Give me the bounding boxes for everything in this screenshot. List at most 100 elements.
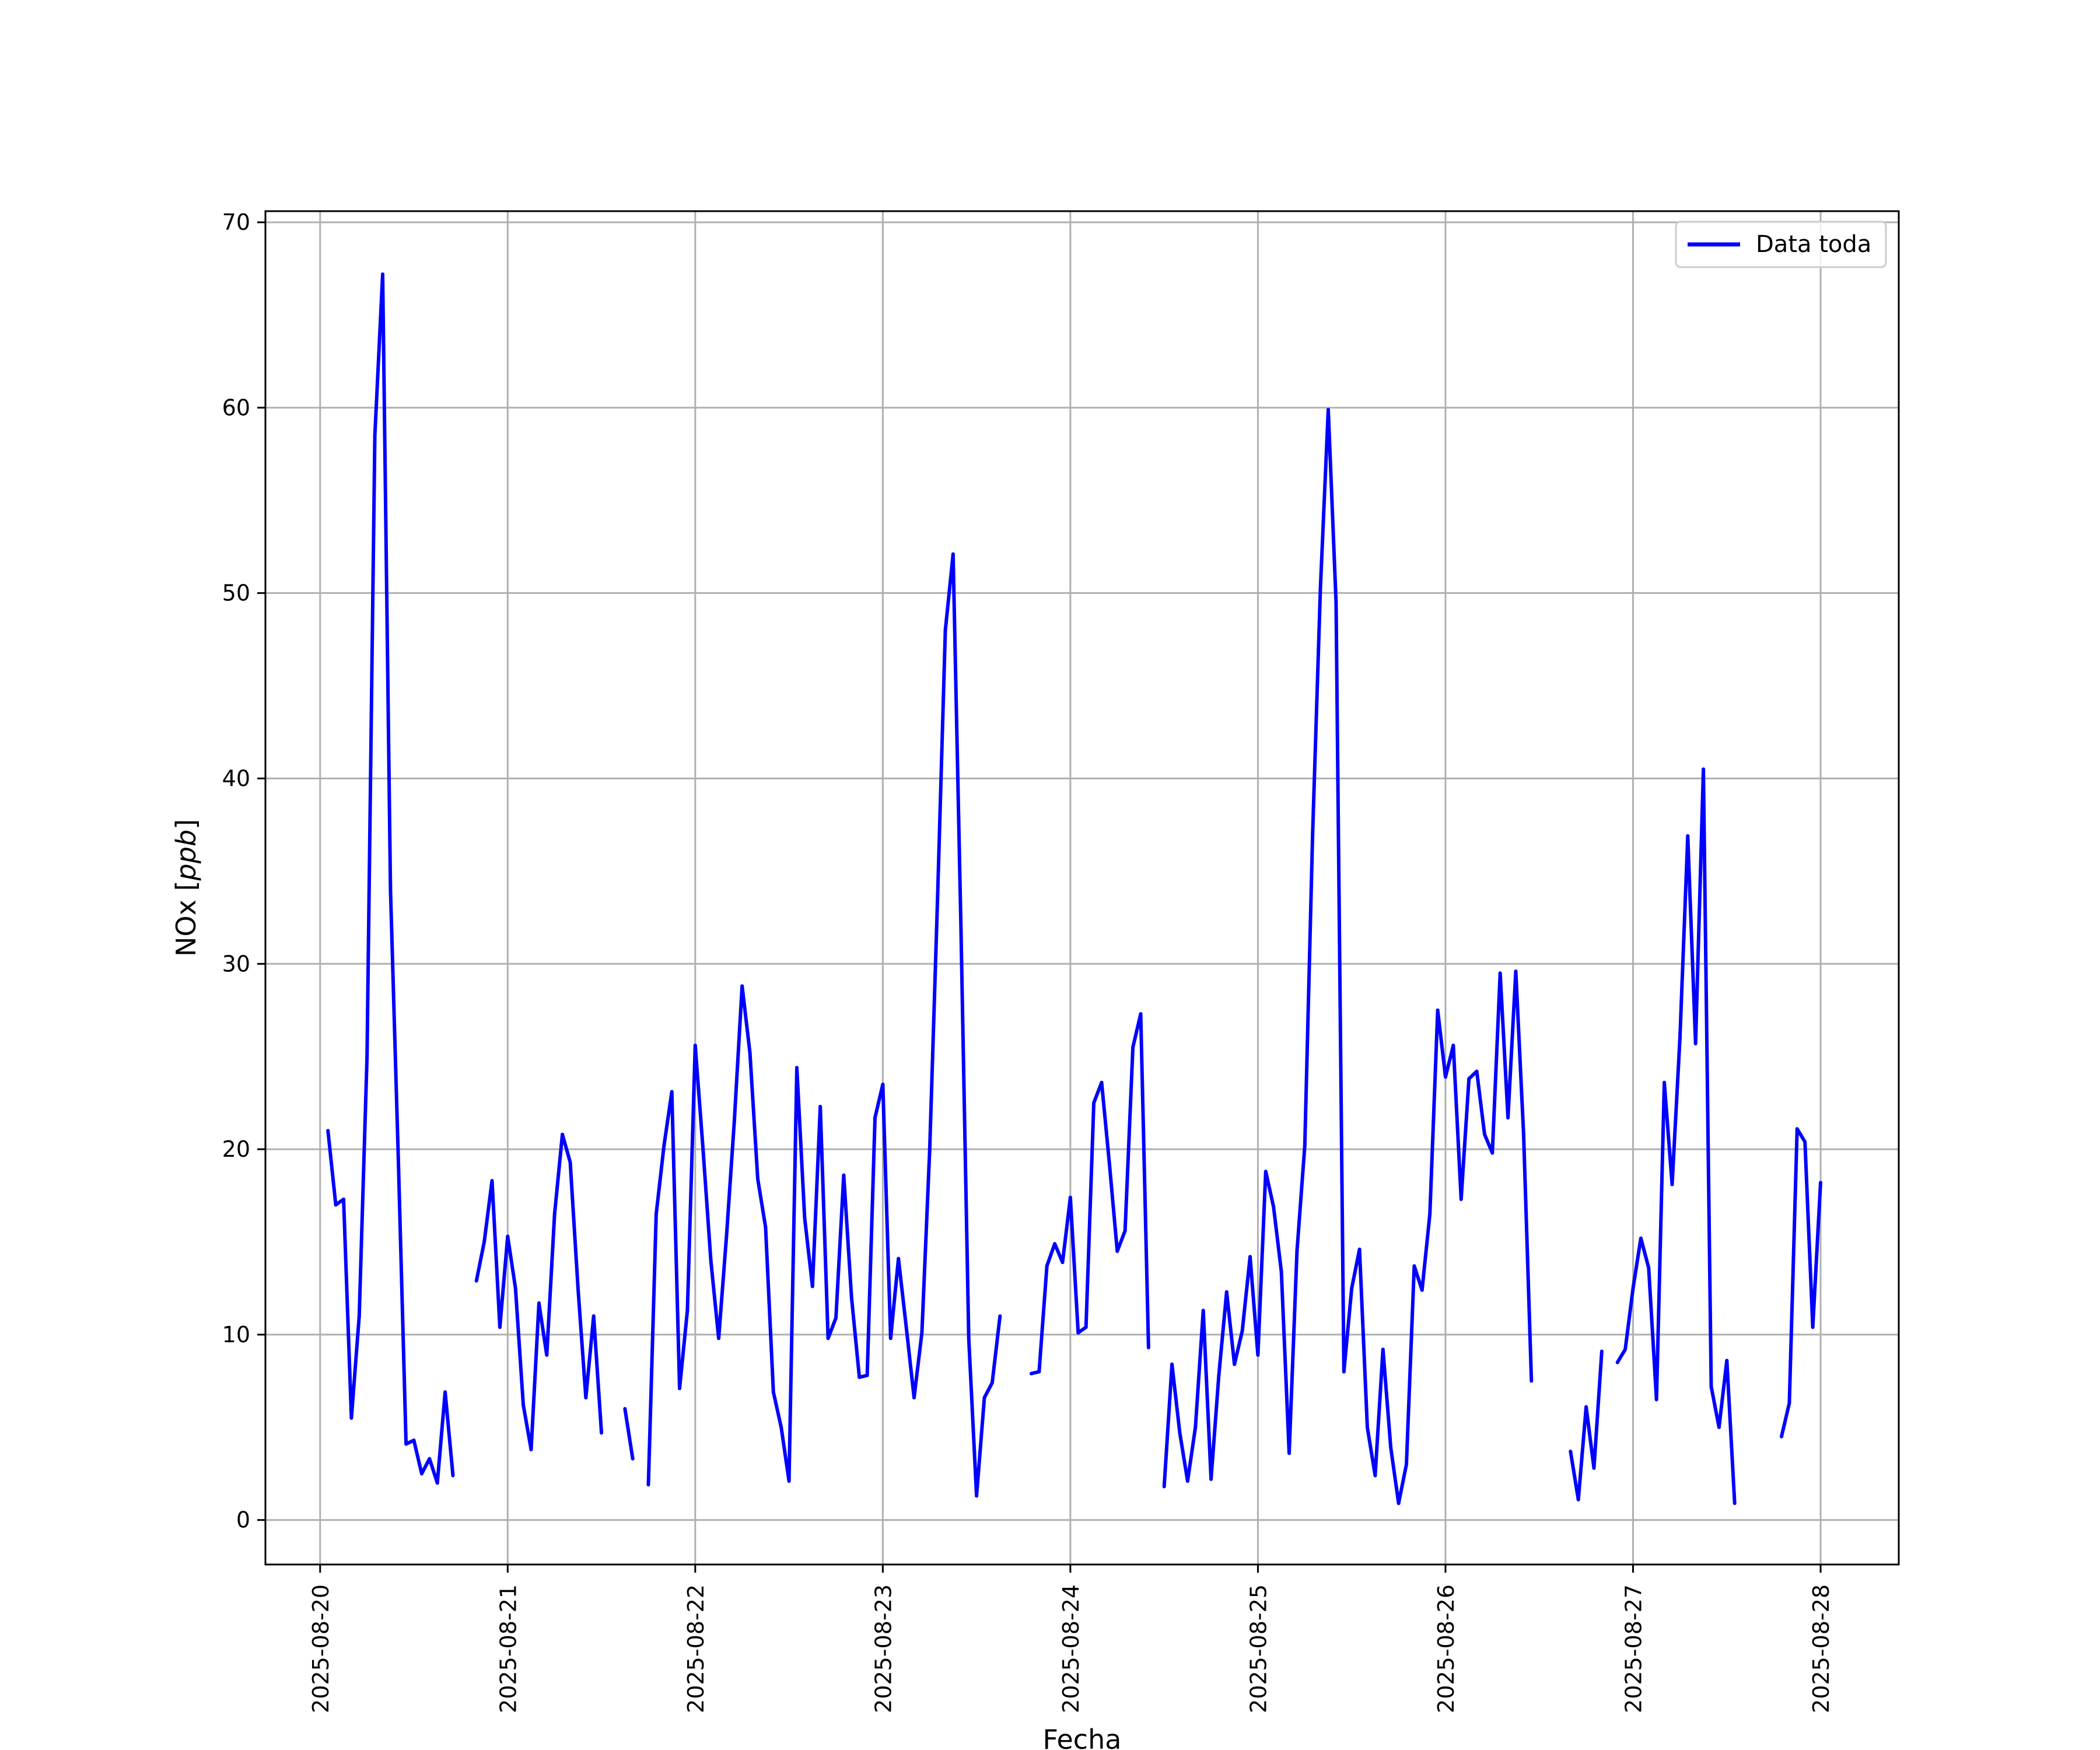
data-point	[1209, 1477, 1213, 1481]
data-point	[1092, 1101, 1096, 1105]
plot-frame	[264, 210, 1900, 1566]
data-point	[724, 1234, 729, 1238]
data-point	[842, 1173, 846, 1177]
data-point	[326, 1129, 330, 1133]
data-point	[1396, 1502, 1401, 1506]
data-point	[1412, 1264, 1416, 1268]
data-point	[1678, 1036, 1682, 1040]
data-point	[1326, 408, 1330, 412]
data-point	[858, 1376, 862, 1379]
y-axis-label: NOx [ppb]	[170, 819, 202, 957]
data-point	[623, 1407, 627, 1410]
data-point	[1795, 1127, 1799, 1131]
data-point	[1686, 834, 1690, 838]
data-point	[1123, 1228, 1127, 1233]
data-point	[1490, 1151, 1494, 1155]
data-point	[1631, 1286, 1635, 1290]
data-point	[1600, 1349, 1604, 1353]
data-point	[897, 1256, 901, 1261]
data-point	[1233, 1362, 1237, 1366]
y-axis-label-text: NOx [	[170, 881, 202, 957]
data-point	[1592, 1466, 1596, 1470]
y-tick-label: 60	[222, 395, 250, 421]
data-point	[795, 1066, 799, 1070]
y-axis-label-unit: ppb	[170, 830, 202, 881]
data-point	[967, 1336, 971, 1340]
y-tick-label: 10	[222, 1322, 250, 1348]
data-point	[975, 1494, 979, 1498]
data-point	[959, 925, 963, 929]
data-point	[631, 1457, 635, 1461]
data-point	[342, 1197, 345, 1201]
series-line-segment	[646, 552, 1002, 1498]
data-point	[1060, 1261, 1065, 1264]
series-line-segment	[623, 1408, 635, 1460]
data-point	[1194, 1425, 1198, 1429]
data-point	[513, 1286, 517, 1290]
data-point	[419, 1472, 424, 1476]
data-point	[396, 1157, 400, 1160]
legend-label-data-toda: Data toda	[1756, 231, 1871, 258]
data-point	[522, 1403, 526, 1407]
data-point	[1311, 832, 1315, 836]
x-tick-label: 2025-08-23	[870, 1584, 896, 1713]
data-point	[1224, 1290, 1228, 1294]
data-point	[537, 1301, 541, 1305]
data-point	[1107, 1162, 1111, 1166]
data-point	[1717, 1425, 1721, 1429]
x-tick-label: 2025-08-28	[1808, 1584, 1834, 1713]
x-axis-label: Fecha	[1043, 1724, 1122, 1750]
data-point	[732, 1119, 736, 1124]
series-line-segment	[1031, 1012, 1150, 1376]
data-point	[561, 1132, 565, 1136]
data-point	[592, 1314, 596, 1318]
data-point	[443, 1390, 447, 1394]
data-point	[412, 1438, 416, 1443]
data-point	[584, 1396, 588, 1399]
data-point	[1185, 1479, 1189, 1483]
data-point	[717, 1336, 720, 1340]
data-point	[568, 1160, 572, 1164]
data-point	[1170, 1362, 1174, 1366]
data-point	[881, 1082, 885, 1086]
data-point	[865, 1373, 869, 1377]
data-point	[498, 1325, 502, 1329]
data-point	[1318, 586, 1322, 590]
data-point	[1654, 1398, 1658, 1402]
data-point	[1702, 767, 1706, 771]
data-point	[1178, 1431, 1182, 1435]
data-point	[1569, 1450, 1573, 1454]
data-point	[1662, 1080, 1667, 1084]
data-point	[904, 1325, 908, 1329]
data-point	[1459, 1197, 1463, 1201]
data-point	[990, 1381, 994, 1385]
y-tick-label: 0	[236, 1507, 250, 1533]
data-point	[1506, 1116, 1510, 1120]
data-point	[529, 1448, 533, 1451]
legend-box	[1675, 220, 1887, 268]
x-tick-label: 2025-08-26	[1433, 1584, 1459, 1713]
data-point	[1115, 1249, 1119, 1253]
data-point	[474, 1279, 478, 1283]
x-tick-label: 2025-08-20	[308, 1584, 334, 1713]
data-point	[849, 1296, 853, 1300]
data-point	[803, 1216, 807, 1220]
data-point	[1287, 1451, 1291, 1455]
data-point	[685, 1308, 690, 1312]
data-point	[771, 1390, 775, 1394]
data-point	[357, 1314, 361, 1318]
data-point	[482, 1240, 487, 1244]
data-point	[912, 1396, 916, 1399]
data-point	[920, 1331, 924, 1335]
data-point	[701, 1147, 705, 1152]
data-point	[1405, 1462, 1408, 1466]
data-point	[1381, 1348, 1385, 1352]
data-point	[1068, 1195, 1072, 1199]
data-point	[404, 1442, 408, 1446]
data-point	[1139, 1012, 1143, 1016]
data-point	[1615, 1360, 1619, 1364]
data-point	[1037, 1370, 1041, 1374]
y-tick-label: 40	[222, 765, 250, 791]
